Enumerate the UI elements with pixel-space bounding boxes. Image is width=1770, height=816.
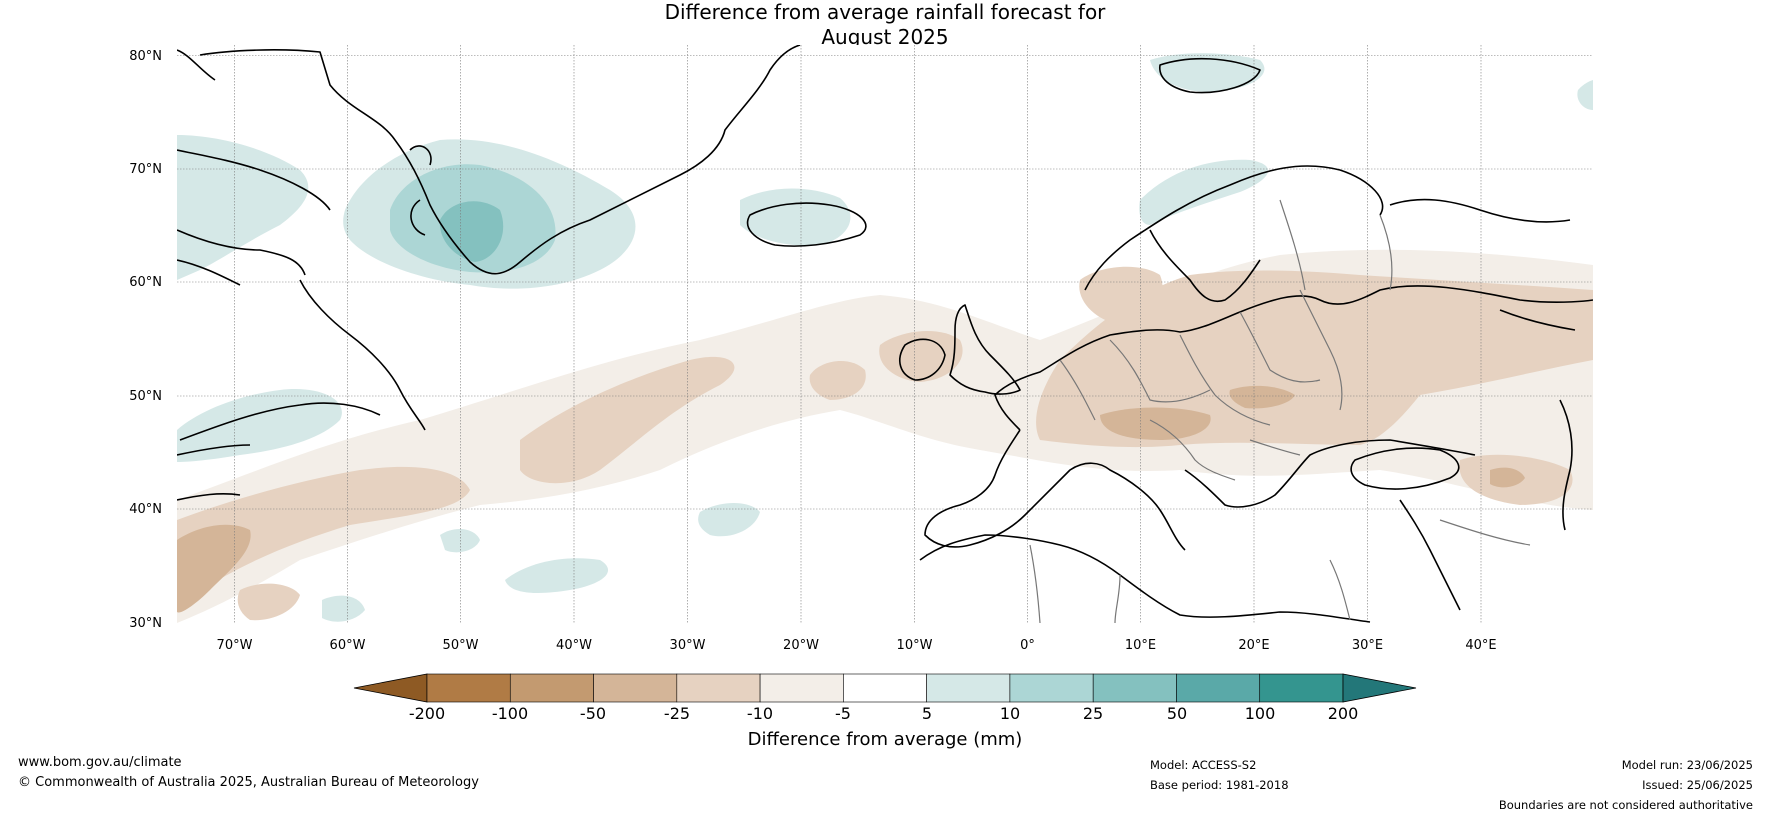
- colorbar-segment: [1176, 673, 1261, 703]
- coastline-baffin: [177, 49, 331, 286]
- anomaly-region-wet-azores: [698, 503, 760, 537]
- anomaly-region-wet-greenland-core: [439, 201, 504, 262]
- lon-label: 30°W: [670, 638, 706, 653]
- colorbar-tick-label: -50: [580, 704, 606, 723]
- coastline-ireland: [899, 338, 946, 381]
- lon-label: 60°W: [330, 638, 366, 653]
- coastline-russia-arctic: [1389, 198, 1576, 331]
- lat-label: 30°N: [129, 616, 162, 631]
- colorbar-tick-label: 10: [1000, 704, 1020, 723]
- footer-model: Model: ACCESS-S2: [1150, 758, 1257, 772]
- colorbar-segment: [843, 673, 927, 703]
- colorbar-tick-label: 25: [1083, 704, 1103, 723]
- colorbar-title: Difference from average (mm): [748, 729, 1023, 750]
- anomaly-region-dry-west-atlantic: [177, 466, 470, 612]
- colorbar: [353, 673, 1417, 703]
- colorbar-tick-label: 200: [1328, 704, 1359, 723]
- anomaly-region-dry-central: [1229, 385, 1295, 409]
- anomaly-region-dry-scandinavia: [1079, 266, 1163, 325]
- anomaly-region-wet-atlantic-south: [505, 558, 609, 593]
- lon-label: 20°W: [783, 638, 819, 653]
- title-line-1: Difference from average rainfall forecas…: [664, 0, 1106, 24]
- lat-label: 80°N: [129, 49, 162, 64]
- anomaly-region-dry-patch-south: [237, 583, 300, 621]
- colorbar-tick-label: -200: [409, 704, 445, 723]
- footer-base-period: Base period: 1981-2018: [1150, 778, 1289, 792]
- colorbar-segment: [759, 673, 844, 703]
- anomaly-region-dry-irish-sea: [879, 330, 963, 382]
- anomaly-region-wet-labrador: [177, 389, 342, 462]
- colorbar-segment: [926, 673, 1011, 703]
- coastline-great-britain: [949, 304, 1021, 395]
- coastline-iceland: [746, 202, 867, 247]
- anomaly-region-dry-mid-atlantic: [520, 356, 735, 484]
- colorbar-segment: [1092, 673, 1177, 703]
- colorbar-tick-label: -25: [664, 704, 690, 723]
- coastline-norway: [1084, 165, 1384, 302]
- coastlines: [177, 45, 1593, 623]
- footer-disclaimer: Boundaries are not considered authoritat…: [1498, 798, 1753, 812]
- colorbar-segment: [676, 673, 761, 703]
- coastline-europe: [924, 285, 1593, 551]
- map-gridlines: [177, 45, 1593, 623]
- colorbar-tick-label: -100: [492, 704, 528, 723]
- colorbar-tick-label: 100: [1245, 704, 1276, 723]
- colorbar-tick-label: 5: [922, 704, 932, 723]
- colorbar-segment: [509, 673, 594, 703]
- footer-issued: Issued: 25/06/2025: [1642, 778, 1753, 792]
- colorbar-tick-label: -10: [747, 704, 773, 723]
- footer-website: www.bom.gov.au/climate: [18, 755, 182, 770]
- footer-model-run: Model run: 23/06/2025: [1621, 758, 1753, 772]
- lon-label: 40°W: [556, 638, 592, 653]
- anomaly-region-wet-small-1: [440, 528, 480, 553]
- colorbar-extension-high: [1342, 673, 1417, 703]
- colorbar-segment: [426, 673, 511, 703]
- coastline-north-africa: [919, 499, 1461, 623]
- lat-label: 70°N: [129, 162, 162, 177]
- lon-label: 10°E: [1125, 638, 1156, 653]
- anomaly-region-dry-biscay: [809, 360, 866, 400]
- coastline-black-sea: [1350, 447, 1460, 490]
- lat-label: 40°N: [129, 502, 162, 517]
- anomaly-region-wet-iceland: [740, 188, 851, 246]
- coastline-greenland: [199, 45, 801, 275]
- anomaly-region-wet-arctic-east: [1577, 80, 1593, 110]
- chart-title: Difference from average rainfall forecas…: [0, 0, 1770, 50]
- lon-label: 50°W: [443, 638, 479, 653]
- anomaly-region-wet-small-2: [322, 595, 365, 622]
- lat-label: 50°N: [129, 389, 162, 404]
- anomaly-region-dry-caucasus-core: [1490, 467, 1525, 488]
- anomaly-region-wet-norway: [1139, 159, 1269, 225]
- lon-label: 0°: [1020, 638, 1035, 653]
- lon-label: 10°W: [897, 638, 933, 653]
- lon-label: 40°E: [1465, 638, 1496, 653]
- lon-label: 70°W: [217, 638, 253, 653]
- coastline-svalbard: [1159, 57, 1261, 94]
- country-borders: [1029, 199, 1531, 623]
- anomaly-region-dry-alps: [1100, 407, 1211, 440]
- colorbar-ticks: -200 -100 -50 -25 -10 -5 5 10 25 50 100 …: [409, 704, 1358, 723]
- colorbar-tick-label: -5: [835, 704, 851, 723]
- coastline-caspian: [1559, 399, 1573, 531]
- colorbar-tick-label: 50: [1167, 704, 1187, 723]
- anomaly-region-dry-europe: [1036, 270, 1593, 448]
- longitude-labels: 70°W 60°W 50°W 40°W 30°W 20°W 10°W 0° 10…: [217, 638, 1497, 653]
- anomaly-region-wet-baffin: [177, 135, 309, 280]
- anomaly-region-dry-west-atlantic-core: [177, 524, 251, 613]
- lon-label: 30°E: [1352, 638, 1383, 653]
- colorbar-segment: [1009, 673, 1094, 703]
- coastline-labrador: [177, 279, 426, 501]
- lat-label: 60°N: [129, 275, 162, 290]
- rainfall-anomaly-layer: [177, 53, 1593, 623]
- colorbar-segment: [1259, 673, 1344, 703]
- colorbar-extension-low: [353, 673, 428, 703]
- colorbar-segment: [593, 673, 678, 703]
- lon-label: 20°E: [1238, 638, 1269, 653]
- footer-copyright: © Commonwealth of Australia 2025, Austra…: [18, 775, 479, 790]
- latitude-labels: 80°N 70°N 60°N 50°N 40°N 30°N: [129, 49, 162, 631]
